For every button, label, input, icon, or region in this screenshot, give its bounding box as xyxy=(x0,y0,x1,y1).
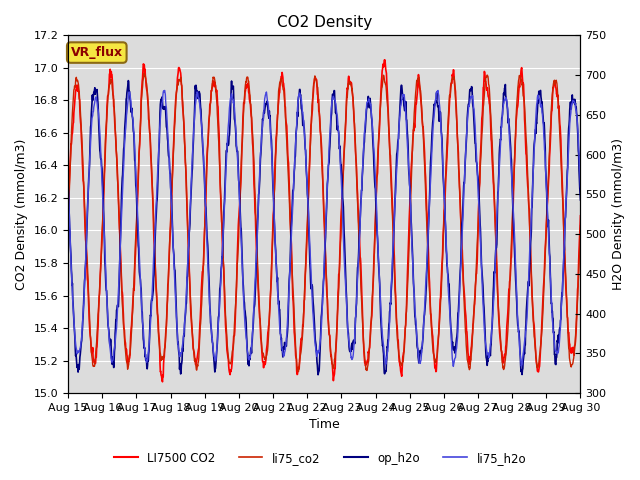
li75_h2o xyxy=(577,184,584,190)
op_h2o xyxy=(577,197,584,203)
op_h2o xyxy=(64,182,72,188)
li75_co2 xyxy=(471,288,479,294)
LI7500 CO2 xyxy=(166,234,174,240)
LI7500 CO2 xyxy=(471,294,479,300)
li75_h2o xyxy=(471,122,479,128)
Text: VR_flux: VR_flux xyxy=(70,46,123,59)
op_h2o xyxy=(471,140,479,146)
li75_h2o xyxy=(516,353,524,359)
li75_co2 xyxy=(577,223,584,228)
li75_co2 xyxy=(294,369,302,374)
Line: op_h2o: op_h2o xyxy=(68,81,580,375)
op_h2o xyxy=(314,372,322,378)
li75_h2o xyxy=(179,343,186,348)
li75_h2o xyxy=(236,203,244,209)
li75_h2o xyxy=(166,169,174,175)
op_h2o xyxy=(404,146,412,152)
li75_co2 xyxy=(64,218,72,224)
Line: li75_h2o: li75_h2o xyxy=(68,90,580,366)
li75_h2o xyxy=(404,148,412,154)
li75_h2o xyxy=(64,181,72,187)
Title: CO2 Density: CO2 Density xyxy=(276,15,372,30)
li75_co2 xyxy=(140,71,148,76)
Y-axis label: H2O Density (mmol/m3): H2O Density (mmol/m3) xyxy=(612,138,625,290)
op_h2o xyxy=(236,196,244,202)
Line: LI7500 CO2: LI7500 CO2 xyxy=(68,60,580,382)
op_h2o xyxy=(516,353,524,359)
li75_co2 xyxy=(179,97,186,103)
LI7500 CO2 xyxy=(516,78,524,84)
X-axis label: Time: Time xyxy=(309,419,340,432)
LI7500 CO2 xyxy=(179,101,186,107)
LI7500 CO2 xyxy=(404,252,412,258)
li75_co2 xyxy=(404,271,412,276)
li75_co2 xyxy=(516,73,524,79)
li75_co2 xyxy=(166,231,174,237)
op_h2o xyxy=(166,170,174,176)
li75_h2o xyxy=(449,363,457,369)
Line: li75_co2: li75_co2 xyxy=(68,73,580,372)
LI7500 CO2 xyxy=(236,200,244,205)
op_h2o xyxy=(124,78,132,84)
LI7500 CO2 xyxy=(159,379,166,384)
LI7500 CO2 xyxy=(381,57,389,63)
LI7500 CO2 xyxy=(64,214,72,220)
li75_co2 xyxy=(236,204,244,210)
LI7500 CO2 xyxy=(577,213,584,219)
Legend: LI7500 CO2, li75_co2, op_h2o, li75_h2o: LI7500 CO2, li75_co2, op_h2o, li75_h2o xyxy=(109,447,531,469)
op_h2o xyxy=(179,346,186,351)
Y-axis label: CO2 Density (mmol/m3): CO2 Density (mmol/m3) xyxy=(15,139,28,290)
li75_h2o xyxy=(161,87,168,93)
